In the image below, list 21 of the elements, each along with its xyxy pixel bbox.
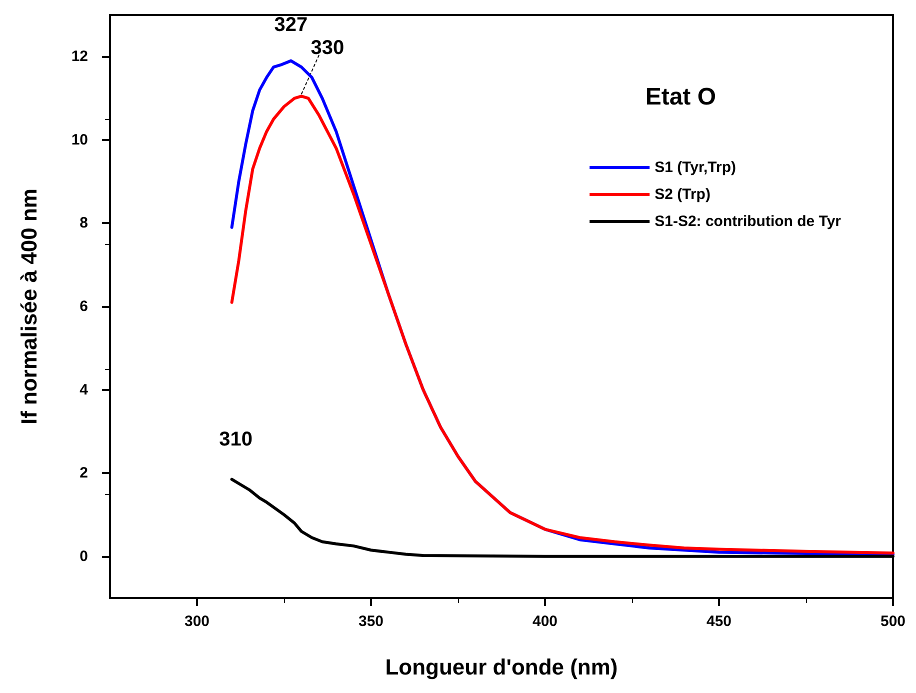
y-tick-label: 8 — [80, 214, 88, 232]
y-tick-label: 2 — [80, 464, 88, 482]
x-tick-label: 450 — [706, 613, 732, 630]
legend-label: S1 (Tyr,Trp) — [654, 159, 736, 176]
annotation: 330 — [310, 37, 344, 60]
x-tick-label: 300 — [184, 613, 210, 630]
y-tick-label: 0 — [80, 548, 88, 565]
x-axis-title: Longueur d'onde (nm) — [385, 654, 618, 680]
x-tick-label: 400 — [532, 613, 558, 630]
x-tick-label: 350 — [358, 613, 384, 630]
legend-label: S2 (Trp) — [654, 186, 710, 203]
annotation: 327 — [274, 14, 308, 36]
y-tick-label: 10 — [71, 131, 88, 148]
y-tick-label: 12 — [71, 48, 88, 66]
x-tick-label: 500 — [880, 613, 906, 630]
annotation: Etat O — [645, 84, 716, 110]
annotation: 310 — [219, 428, 252, 450]
y-axis-title: If normalisée à 400 nm — [16, 188, 42, 424]
y-tick-label: 4 — [80, 381, 89, 398]
legend-label: S1-S2: contribution de Tyr — [654, 213, 842, 230]
y-tick-label: 6 — [80, 298, 88, 315]
